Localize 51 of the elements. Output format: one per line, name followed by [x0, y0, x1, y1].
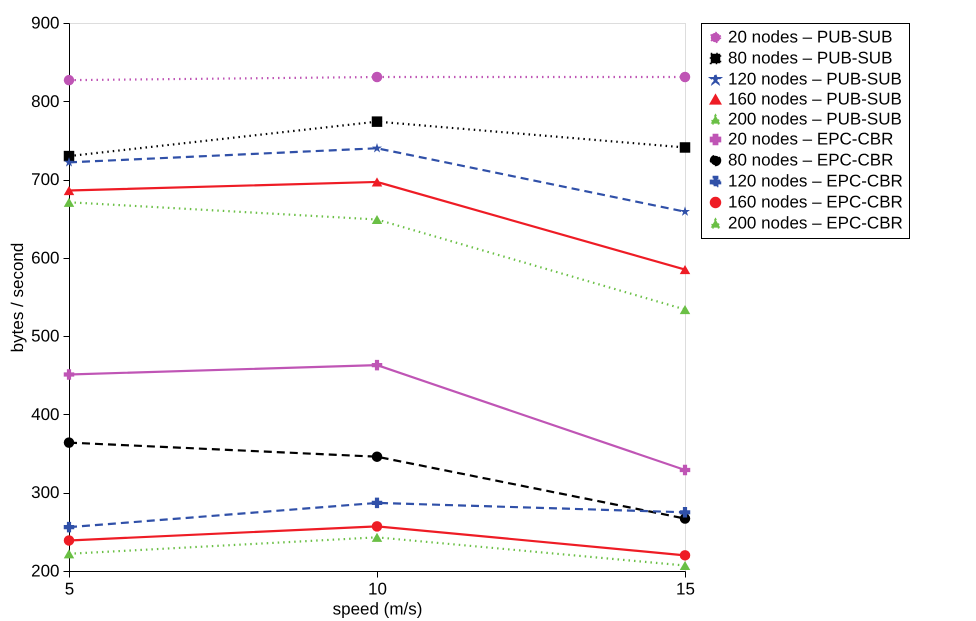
legend-label: 80 nodes – EPC-CBR	[728, 150, 894, 170]
y-axis-title: bytes / second	[8, 242, 28, 352]
point	[372, 116, 382, 127]
point	[64, 369, 74, 380]
point	[64, 157, 74, 167]
y-tick-label: 600	[31, 248, 60, 268]
point	[372, 177, 382, 186]
x-tick-label: 15	[676, 580, 695, 598]
point	[64, 74, 74, 86]
legend-label: 200 nodes – EPC-CBR	[728, 214, 903, 232]
point	[680, 304, 690, 314]
point	[680, 560, 690, 570]
y-tick-label: 200	[31, 562, 60, 580]
point	[680, 550, 690, 561]
legend-label: 20 nodes – EPC-CBR	[728, 130, 894, 148]
legend-label: 120 nodes – PUB-SUB	[728, 70, 902, 88]
y-tick-label: 500	[31, 326, 60, 346]
point	[680, 265, 690, 274]
point	[372, 498, 382, 508]
legend-label: 160 nodes – PUB-SUB	[728, 90, 902, 108]
y-tick-label: 700	[31, 170, 60, 190]
point	[64, 535, 74, 546]
point	[680, 72, 690, 82]
point	[64, 549, 74, 558]
x-tick-label: 10	[368, 580, 387, 598]
point	[680, 142, 690, 153]
point	[372, 521, 382, 532]
point	[680, 464, 690, 476]
legend-label: 200 nodes – PUB-SUB	[728, 110, 902, 128]
point	[680, 507, 690, 518]
legend-label: 160 nodes – EPC-CBR	[728, 192, 903, 212]
point	[372, 143, 382, 152]
point	[372, 451, 382, 462]
point	[64, 437, 74, 448]
point	[372, 214, 382, 224]
y-tick-label: 800	[31, 92, 60, 111]
x-tick-label: 5	[64, 580, 74, 598]
point	[64, 198, 74, 207]
point	[372, 72, 382, 82]
legend-label: 120 nodes – EPC-CBR	[728, 172, 903, 190]
point	[64, 186, 74, 196]
x-axis-title: speed (m/s)	[332, 600, 422, 618]
point	[372, 360, 382, 370]
y-tick-label: 400	[31, 404, 60, 424]
y-tick-label: 900	[31, 14, 60, 32]
point	[680, 206, 690, 216]
point	[372, 532, 382, 542]
point	[64, 522, 74, 532]
legend-label: 80 nodes – PUB-SUB	[728, 48, 892, 68]
legend-label: 20 nodes – PUB-SUB	[728, 28, 892, 46]
y-tick-label: 300	[31, 483, 60, 502]
